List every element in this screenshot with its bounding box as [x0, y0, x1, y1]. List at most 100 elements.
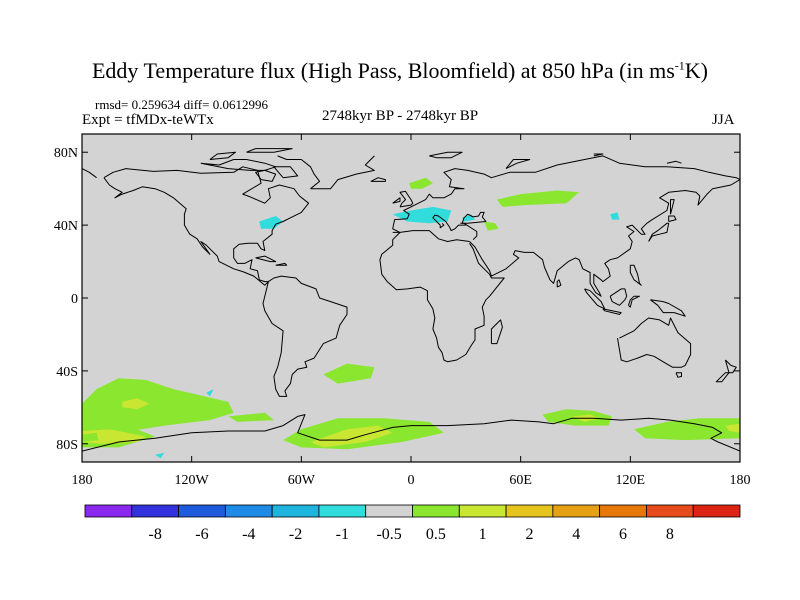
coastline-32 — [246, 148, 293, 153]
lon-tick-label: 180 — [730, 473, 751, 488]
colorbar-label: -1 — [336, 526, 349, 543]
coastline-9 — [392, 197, 401, 204]
contour-pos1-13 — [496, 190, 580, 207]
colorbar-box — [458, 504, 507, 518]
lon-tick-label: 0 — [408, 473, 415, 488]
colorbar-box — [318, 504, 367, 518]
coastline-1 — [262, 275, 348, 397]
colorbar-label: 1 — [479, 526, 487, 543]
coastline-39 — [666, 160, 682, 164]
colorbar-label: 8 — [666, 526, 674, 543]
coastline-17 — [648, 222, 670, 242]
coastline-33 — [209, 151, 236, 160]
colorbar-box — [646, 504, 694, 518]
coastline-18 — [668, 215, 677, 222]
contour-neg05-19 — [610, 212, 620, 220]
title-tail: K) — [684, 58, 708, 83]
lon-tick-label: 60E — [509, 473, 532, 488]
contour-pos1-7 — [228, 412, 274, 422]
lon-tick-label: 60W — [288, 473, 316, 488]
colorbar-box — [412, 504, 460, 518]
coastline-23 — [650, 299, 686, 317]
colorbar-label: -4 — [242, 526, 255, 543]
coastline-29 — [82, 414, 740, 452]
coastline-7 — [461, 211, 487, 224]
lat-tick-label: 40N — [54, 219, 78, 234]
season-label: JJA — [712, 112, 735, 128]
contour-pos1-12 — [82, 432, 99, 442]
colorbar-box — [84, 504, 133, 518]
coastline-2 — [392, 155, 740, 233]
lat-tick-label: 40S — [56, 365, 78, 380]
coastline-40 — [670, 199, 675, 215]
coastline-10 — [370, 177, 386, 182]
coastline-36 — [429, 151, 463, 159]
coastline-6 — [432, 214, 466, 232]
coastline-20 — [609, 288, 628, 306]
coastline-31 — [200, 159, 277, 171]
colorbar-box — [178, 504, 226, 518]
lon-tick-label: 120E — [616, 473, 646, 488]
colorbar: -8 -6 -4 -2 -1 -0.5 0.5 1 2 4 6 8 — [84, 504, 741, 543]
coastline-16 — [715, 372, 730, 383]
colorbar-box — [552, 504, 601, 518]
coastline-24 — [629, 264, 642, 286]
contour-pos2-11 — [725, 423, 740, 433]
coastline-28 — [275, 262, 288, 266]
coastline-35 — [273, 166, 299, 179]
contour-neg05-21 — [206, 389, 214, 397]
coastline-11 — [310, 155, 375, 190]
contour-neg05-20 — [155, 452, 165, 459]
lat-tick-label: 80N — [54, 146, 78, 161]
colorbar-label: 6 — [619, 526, 627, 543]
coastline-27 — [255, 255, 277, 263]
colorbar-box — [365, 504, 413, 518]
colorbar-label: 4 — [572, 526, 580, 543]
title-superscript: -1 — [674, 58, 685, 73]
coastline-38 — [593, 153, 604, 157]
colorbar-label: 0.5 — [426, 526, 446, 543]
coastline-37 — [505, 159, 531, 170]
coastline-26 — [556, 279, 562, 288]
coastline-3 — [469, 179, 740, 297]
coastline-22 — [628, 295, 640, 308]
lon-tick-label: 180 — [72, 473, 93, 488]
contour-pos1-6 — [323, 363, 375, 384]
experiment-label: Expt = tfMDx-teWTx — [82, 112, 214, 128]
colorbar-box — [224, 504, 273, 518]
coastline-25 — [490, 319, 503, 345]
coastline-14 — [675, 372, 682, 378]
lat-tick-label: 0 — [71, 292, 78, 307]
colorbar-label: -8 — [149, 526, 162, 543]
contour-pos2-5 — [310, 425, 393, 448]
contour-neg05-16 — [392, 206, 452, 224]
colorbar-label: -0.5 — [376, 526, 401, 543]
coastlines — [82, 148, 740, 452]
page-title: Eddy Temperature flux (High Pass, Bloomf… — [0, 58, 800, 84]
contour-pos1-15 — [409, 177, 433, 189]
coastline-4 — [379, 230, 505, 363]
coastline-0 — [103, 166, 310, 286]
title-main: Eddy Temperature flux (High Pass, Bloomf… — [91, 58, 675, 83]
colorbar-label: -2 — [289, 526, 302, 543]
contour-neg05-18 — [259, 216, 284, 229]
colorbar-box — [271, 504, 320, 518]
stats-text: rmsd= 0.259634 diff= 0.0612996 — [95, 97, 268, 112]
lat-tick-label: 80S — [56, 438, 78, 453]
period-label: 2748kyr BP - 2748kyr BP — [321, 108, 479, 124]
colorbar-box — [505, 504, 554, 518]
coastline-12 — [277, 155, 321, 190]
coastline-15 — [724, 359, 737, 374]
contour-pos1-10 — [634, 418, 740, 441]
colorbar-label: -6 — [195, 526, 208, 543]
lon-tick-label: 120W — [175, 473, 210, 488]
coastline-21 — [602, 308, 622, 315]
coastline-13 — [617, 317, 692, 368]
coastline-30 — [82, 168, 97, 179]
axis-ticks: 80N 40N 0 40S 80S 180 120W 60W 0 60E 120E 180 — [54, 134, 751, 488]
colorbar-box — [599, 504, 647, 518]
colorbar-label: 2 — [525, 526, 533, 543]
contour-pos2-3 — [122, 398, 150, 410]
contour-pos1-0 — [82, 378, 234, 433]
